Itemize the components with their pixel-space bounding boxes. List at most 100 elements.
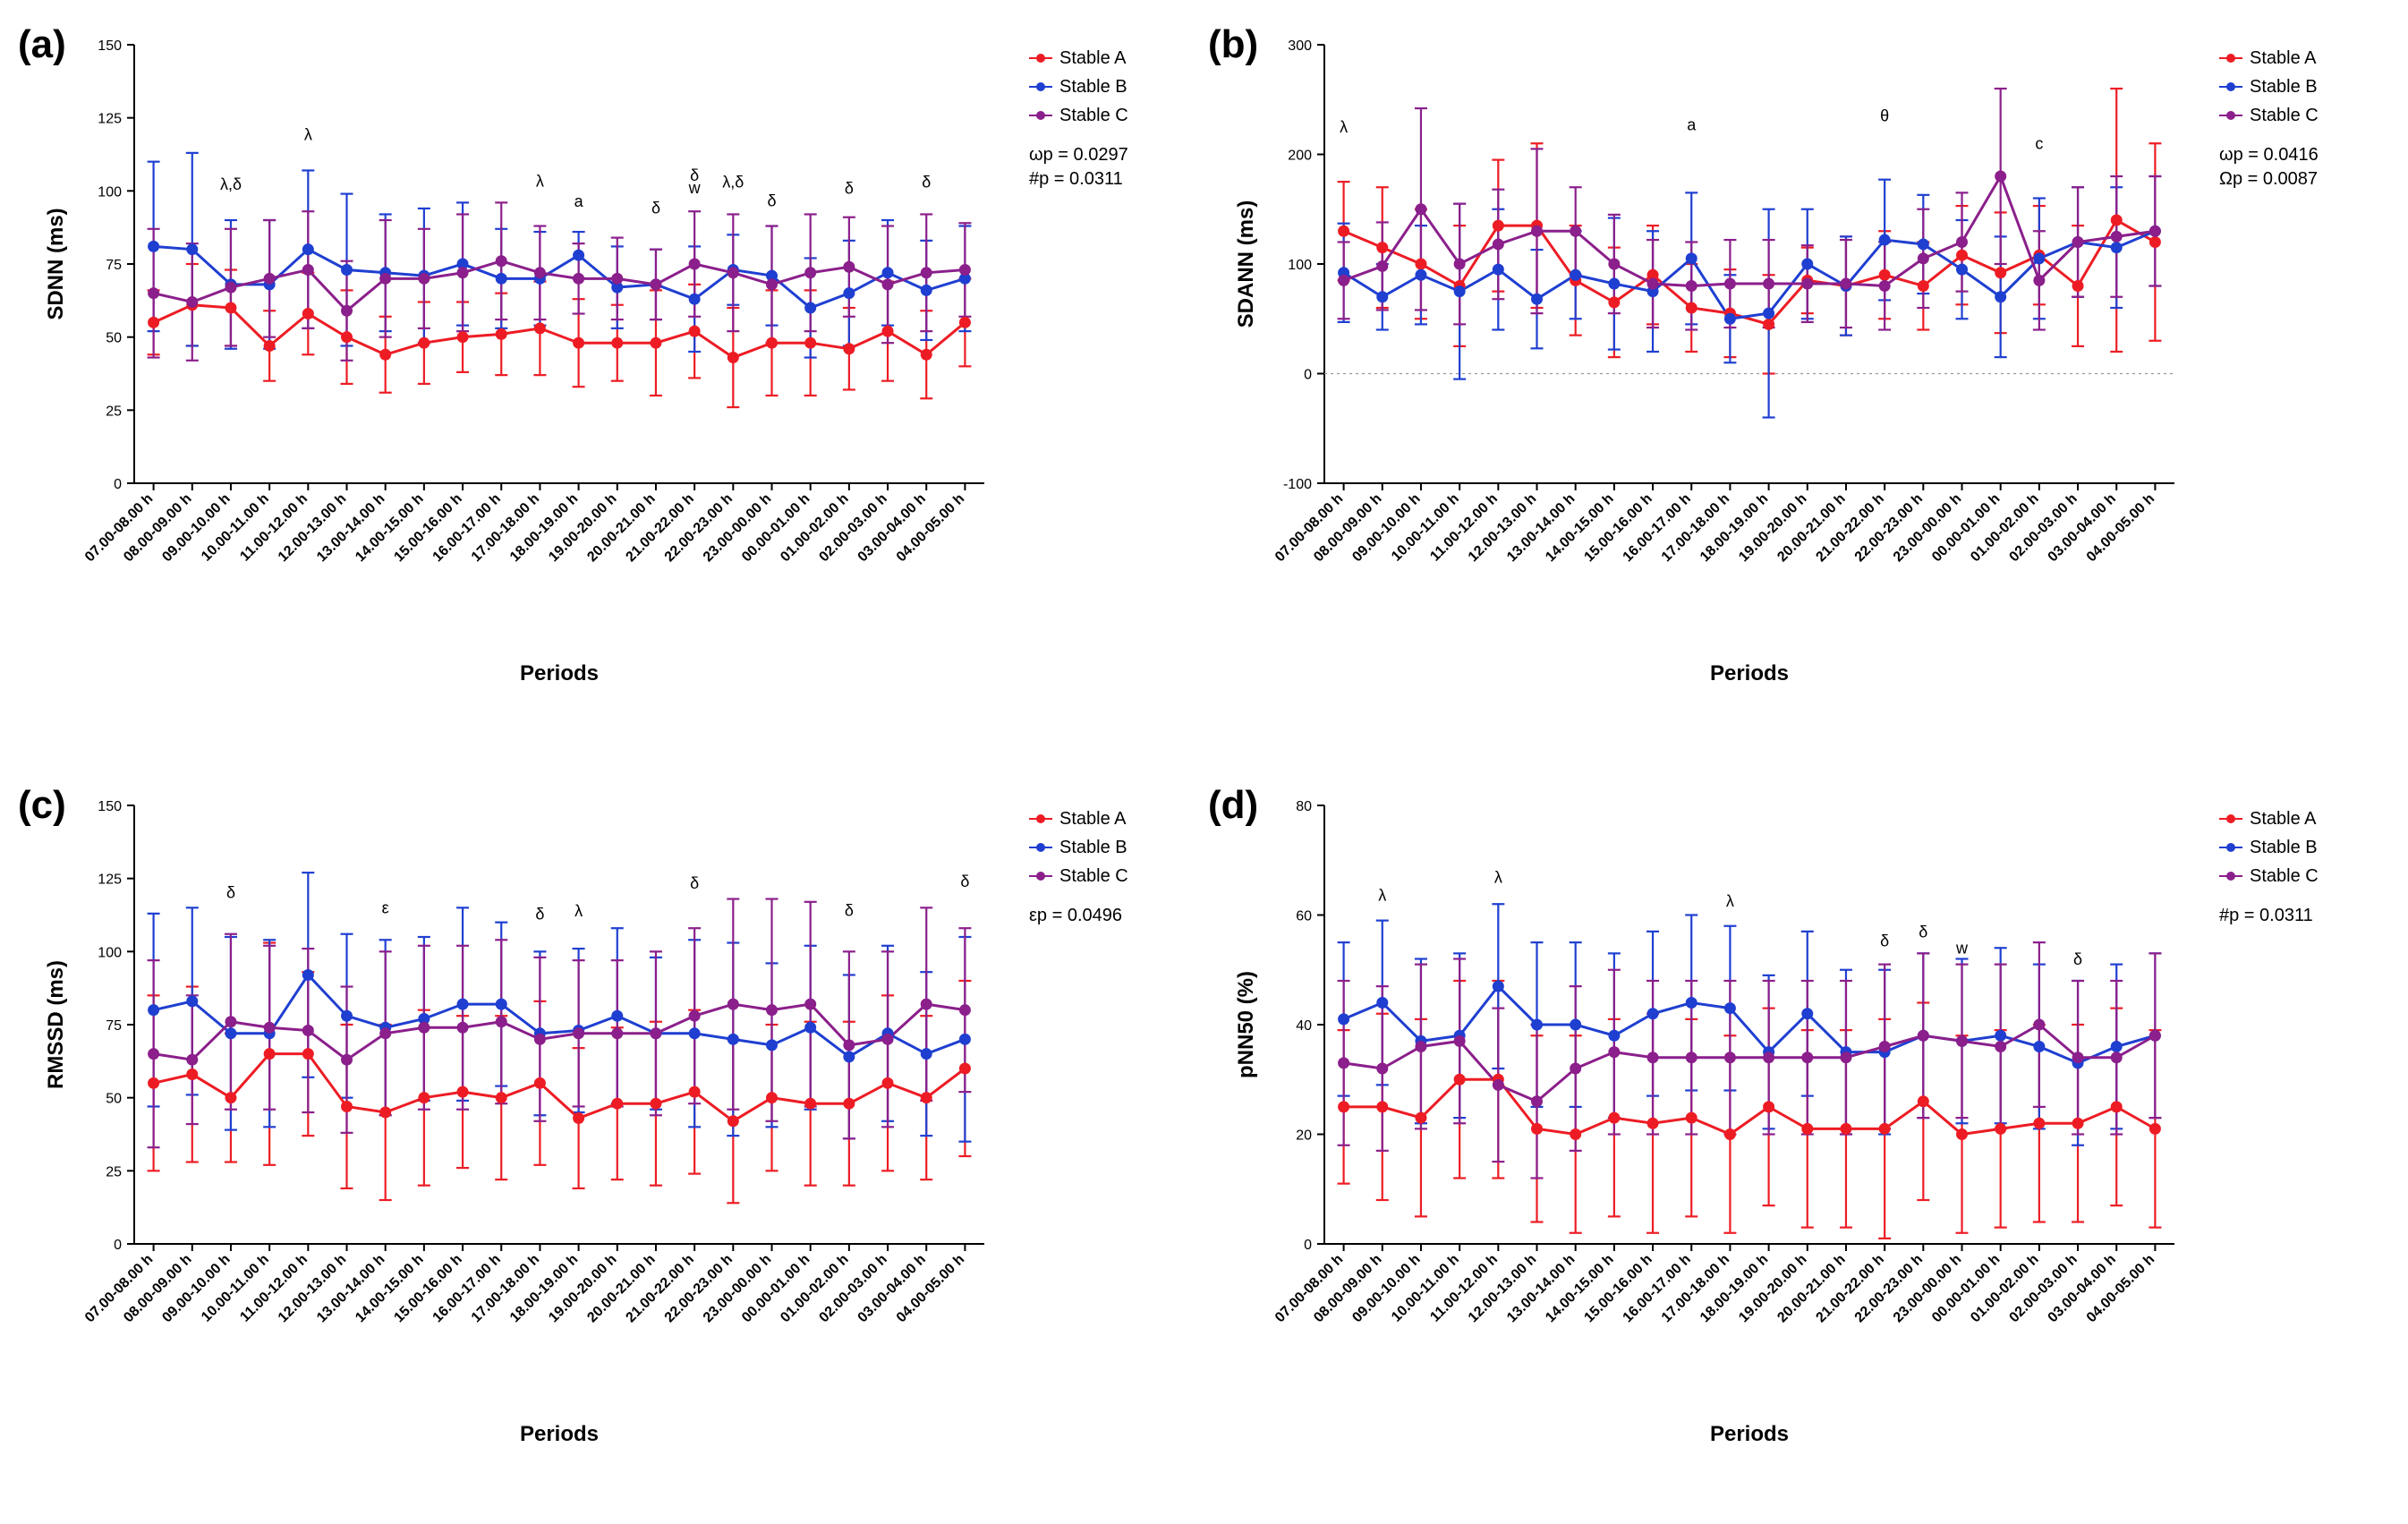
annotation: a [1687, 115, 1697, 133]
svg-text:21.00-22.00 h: 21.00-22.00 h [623, 1252, 696, 1325]
svg-text:40: 40 [1296, 1018, 1312, 1034]
svg-text:17.00-18.00 h: 17.00-18.00 h [1659, 491, 1732, 565]
svg-text:12.00-13.00 h: 12.00-13.00 h [1466, 1252, 1539, 1325]
svg-text:00.00-01.00 h: 00.00-01.00 h [739, 1252, 813, 1325]
legend-marker-icon [2219, 813, 2242, 824]
svg-text:14.00-15.00 h: 14.00-15.00 h [1543, 1252, 1616, 1325]
svg-text:18.00-19.00 h: 18.00-19.00 h [507, 491, 581, 565]
svg-text:20: 20 [1296, 1128, 1312, 1144]
svg-text:50: 50 [106, 331, 122, 346]
legend-label: Stable B [1059, 834, 1127, 861]
svg-text:12.00-13.00 h: 12.00-13.00 h [276, 1252, 349, 1325]
legend-label: Stable A [1059, 45, 1127, 72]
svg-text:23.00-00.00 h: 23.00-00.00 h [1891, 1252, 1964, 1325]
p-values: ωp = 0.0416 Ωp = 0.0087 [2219, 143, 2319, 192]
legend-label: Stable A [2250, 805, 2317, 832]
p-values: #p = 0.0311 [2219, 904, 2313, 928]
svg-text:15.00-16.00 h: 15.00-16.00 h [1581, 491, 1655, 565]
svg-text:20.00-21.00 h: 20.00-21.00 h [584, 491, 658, 565]
svg-text:100: 100 [98, 184, 122, 200]
annotation: δ [960, 873, 969, 890]
legend-item: Stable C [1029, 102, 1128, 129]
chart-d: 02040608007.00-08.00 h08.00-09.00 h09.00… [1226, 779, 2201, 1459]
svg-text:21.00-22.00 h: 21.00-22.00 h [1813, 1252, 1886, 1325]
annotation: λ [1378, 887, 1386, 905]
y-axis-title: RMSSD (ms) [44, 960, 68, 1089]
svg-text:19.00-20.00 h: 19.00-20.00 h [546, 491, 619, 565]
svg-text:80: 80 [1296, 799, 1312, 814]
svg-text:13.00-14.00 h: 13.00-14.00 h [314, 491, 387, 565]
svg-text:20.00-21.00 h: 20.00-21.00 h [584, 1252, 658, 1325]
svg-text:10.00-11.00 h: 10.00-11.00 h [1389, 491, 1462, 565]
svg-text:19.00-20.00 h: 19.00-20.00 h [546, 1252, 619, 1325]
svg-text:20.00-21.00 h: 20.00-21.00 h [1774, 491, 1848, 565]
svg-text:02.00-03.00 h: 02.00-03.00 h [2006, 491, 2080, 565]
svg-text:21.00-22.00 h: 21.00-22.00 h [623, 491, 696, 565]
svg-text:23.00-00.00 h: 23.00-00.00 h [1891, 491, 1964, 565]
svg-text:13.00-14.00 h: 13.00-14.00 h [1504, 491, 1578, 565]
legend-item: Stable B [2219, 73, 2319, 100]
svg-text:125: 125 [98, 112, 122, 127]
annotation: ε [382, 898, 389, 916]
svg-text:07.00-08.00 h: 07.00-08.00 h [1272, 491, 1346, 565]
legend-marker-icon [1029, 53, 1052, 64]
svg-text:11.00-12.00 h: 11.00-12.00 h [1427, 491, 1501, 565]
legend-item: Stable A [2219, 45, 2319, 72]
svg-text:10.00-11.00 h: 10.00-11.00 h [199, 1252, 272, 1325]
svg-text:0: 0 [1304, 368, 1312, 383]
y-axis-title: SDANN (ms) [1234, 200, 1258, 328]
legend-marker-icon [2219, 842, 2242, 853]
annotation: λ [304, 125, 312, 143]
annotation: δ [767, 192, 776, 210]
legend-item: Stable C [1029, 863, 1128, 890]
legend-item: Stable C [2219, 102, 2319, 129]
svg-text:300: 300 [1288, 38, 1312, 54]
svg-text:17.00-18.00 h: 17.00-18.00 h [469, 1252, 542, 1325]
svg-text:-100: -100 [1283, 477, 1312, 492]
svg-text:18.00-19.00 h: 18.00-19.00 h [1698, 1252, 1771, 1325]
x-axis-title: Periods [1710, 661, 1789, 685]
annotation: λ,δ [722, 173, 744, 191]
svg-text:04.00-05.00 h: 04.00-05.00 h [894, 491, 967, 565]
svg-text:08.00-09.00 h: 08.00-09.00 h [1311, 1252, 1384, 1325]
annotation: δ [535, 905, 544, 923]
legend-item: Stable A [2219, 805, 2319, 832]
legend-label: Stable C [1059, 102, 1128, 129]
svg-text:75: 75 [106, 258, 122, 273]
svg-text:03.00-04.00 h: 03.00-04.00 h [855, 1252, 929, 1325]
svg-text:20.00-21.00 h: 20.00-21.00 h [1774, 1252, 1848, 1325]
annotation: δ [651, 200, 660, 217]
svg-text:22.00-23.00 h: 22.00-23.00 h [1852, 491, 1926, 565]
svg-text:15.00-16.00 h: 15.00-16.00 h [391, 491, 464, 565]
svg-text:0: 0 [114, 1238, 122, 1253]
svg-text:00.00-01.00 h: 00.00-01.00 h [739, 491, 813, 565]
svg-text:100: 100 [1288, 258, 1312, 273]
svg-text:16.00-17.00 h: 16.00-17.00 h [1621, 1252, 1694, 1325]
svg-text:08.00-09.00 h: 08.00-09.00 h [1311, 491, 1384, 565]
legend-item: Stable B [2219, 834, 2319, 861]
svg-text:03.00-04.00 h: 03.00-04.00 h [2046, 491, 2119, 565]
legend-marker-icon [2219, 53, 2242, 64]
svg-text:15.00-16.00 h: 15.00-16.00 h [1581, 1252, 1655, 1325]
annotation: λ [574, 902, 583, 920]
annotation: δ [2073, 950, 2082, 968]
annotation: λ [1726, 892, 1734, 910]
svg-text:19.00-20.00 h: 19.00-20.00 h [1736, 491, 1809, 565]
svg-text:17.00-18.00 h: 17.00-18.00 h [1659, 1252, 1732, 1325]
annotation: δ [226, 884, 235, 902]
svg-text:00.00-01.00 h: 00.00-01.00 h [1929, 491, 2003, 565]
annotation: w [688, 179, 702, 197]
legend: Stable AStable BStable C [2219, 45, 2319, 131]
svg-text:50: 50 [106, 1092, 122, 1107]
svg-text:17.00-18.00 h: 17.00-18.00 h [469, 491, 542, 565]
legend-marker-icon [1029, 842, 1052, 853]
svg-text:18.00-19.00 h: 18.00-19.00 h [1698, 491, 1771, 565]
legend: Stable AStable BStable C [2219, 805, 2319, 891]
svg-text:25: 25 [106, 404, 122, 419]
svg-text:15.00-16.00 h: 15.00-16.00 h [391, 1252, 464, 1325]
svg-text:11.00-12.00 h: 11.00-12.00 h [237, 1252, 311, 1325]
svg-text:22.00-23.00 h: 22.00-23.00 h [662, 491, 736, 565]
svg-text:12.00-13.00 h: 12.00-13.00 h [1466, 491, 1539, 565]
svg-text:0: 0 [1304, 1238, 1312, 1253]
svg-text:0: 0 [114, 477, 122, 492]
